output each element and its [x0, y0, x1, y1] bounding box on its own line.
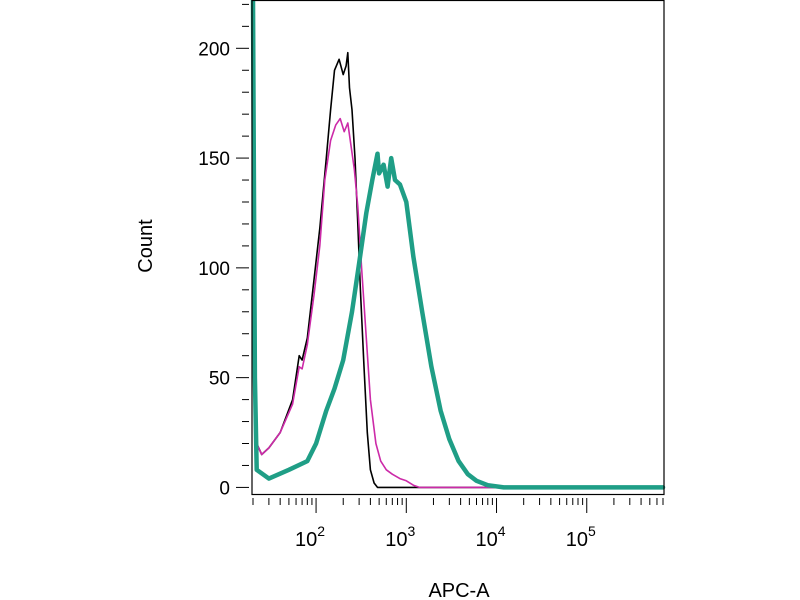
- x-axis-label: APC-A: [428, 580, 490, 600]
- x-tick-label: 105: [566, 523, 596, 551]
- y-tick-label: 200: [198, 39, 230, 60]
- y-tick-label: 50: [209, 369, 230, 390]
- x-tick-label: 103: [385, 523, 415, 551]
- series-2-line: [252, 0, 664, 489]
- series-1-line: [252, 0, 664, 489]
- y-axis-label: Count: [135, 219, 157, 273]
- plot-axes: 0 50 100 150 200 102 103 104 105: [198, 3, 664, 551]
- plot-frame: [251, 0, 665, 496]
- x-tick-label: 104: [475, 523, 505, 551]
- y-tick-label: 100: [198, 259, 230, 280]
- histogram-series: [250, 0, 666, 490]
- y-tick-label: 0: [219, 478, 230, 499]
- x-tick-label: 102: [295, 523, 325, 551]
- y-tick-label: 150: [198, 149, 230, 170]
- plot-border: [251, 0, 665, 496]
- series-3-line: [250, 0, 666, 490]
